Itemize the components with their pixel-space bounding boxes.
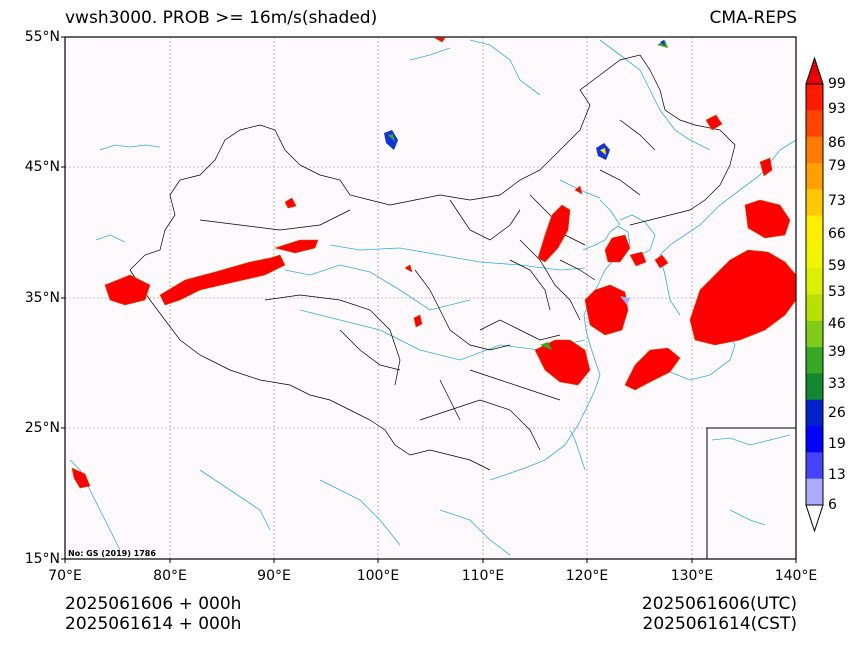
lat-label-35: 35°N bbox=[24, 290, 60, 306]
colorbar-label: 46 bbox=[828, 316, 846, 332]
shade-bohai bbox=[604, 234, 631, 263]
shade-north-china bbox=[537, 204, 571, 263]
borders bbox=[129, 54, 736, 471]
shade-west bbox=[159, 254, 286, 306]
colorbar-segment bbox=[806, 426, 823, 453]
map-title: vwsh3000. PROB >= 16m/s(shaded) bbox=[65, 8, 378, 28]
shade-east-china-sea bbox=[624, 347, 681, 391]
lon-label-110: 110°E bbox=[461, 568, 505, 584]
inset-map bbox=[706, 427, 797, 560]
map-approval-number: No: GS (2019) 1786 bbox=[68, 549, 156, 558]
shade-far-west bbox=[104, 274, 151, 306]
init-time-cst: 2025061614 + 000h bbox=[65, 614, 242, 634]
colorbar-label: 99 bbox=[828, 76, 846, 92]
colorbar-label: 26 bbox=[828, 405, 846, 421]
shade-sea-north bbox=[744, 199, 791, 239]
valid-time-utc: 2025061606(UTC) bbox=[641, 594, 797, 614]
colorbar-label: 66 bbox=[828, 226, 846, 242]
colorbar-label: 53 bbox=[828, 284, 846, 300]
colorbar-frame bbox=[805, 83, 824, 506]
lat-label-15: 15°N bbox=[24, 551, 60, 567]
colorbar-segment bbox=[806, 478, 823, 506]
lon-label-100: 100°E bbox=[356, 568, 400, 584]
lat-label-55: 55°N bbox=[24, 29, 60, 45]
footer-right: 2025061606(UTC) 2025061614(CST) bbox=[642, 594, 797, 634]
colorbar-under-arrow bbox=[805, 504, 824, 533]
colorbar-label: 79 bbox=[828, 158, 846, 174]
shade-west-2 bbox=[273, 239, 319, 254]
colorbar-label: 39 bbox=[828, 344, 846, 360]
colorbar-segment bbox=[806, 215, 823, 243]
colorbar-segment bbox=[806, 136, 823, 164]
colorbar-segment bbox=[806, 110, 823, 138]
lat-label-25: 25°N bbox=[24, 420, 60, 436]
colorbar-label: 13 bbox=[828, 467, 846, 483]
lon-label-80: 80°E bbox=[153, 568, 187, 584]
colorbar-segment bbox=[806, 268, 823, 295]
shade-yellow-sea bbox=[584, 284, 629, 336]
colorbar-segment bbox=[806, 320, 823, 348]
colorbar-label: 93 bbox=[828, 101, 846, 117]
colorbar-label: 19 bbox=[828, 436, 846, 452]
colorbar-over-arrow bbox=[805, 56, 824, 85]
colorbar-segment bbox=[806, 241, 823, 269]
lon-label-90: 90°E bbox=[257, 568, 291, 584]
colorbar-label: 86 bbox=[828, 135, 846, 151]
coastlines bbox=[69, 39, 797, 556]
shaded-areas bbox=[71, 37, 797, 489]
lat-label-45: 45°N bbox=[24, 159, 60, 175]
valid-time-cst: 2025061614(CST) bbox=[642, 614, 797, 634]
colorbar-segment bbox=[806, 84, 823, 111]
colorbar-segment bbox=[806, 162, 823, 190]
shade-east-china bbox=[534, 339, 591, 386]
lon-label-140: 140°E bbox=[774, 568, 818, 584]
lon-label-130: 130°E bbox=[670, 568, 714, 584]
low-prob-patches bbox=[384, 40, 668, 350]
colorbar-label: 33 bbox=[828, 376, 846, 392]
colorbar-segment bbox=[806, 452, 823, 480]
init-time-utc: 2025061606 + 000h bbox=[65, 594, 242, 614]
colorbar-segment bbox=[806, 373, 823, 401]
colorbar-label: 6 bbox=[828, 497, 837, 513]
lon-label-70: 70°E bbox=[48, 568, 82, 584]
colorbar-segment bbox=[806, 399, 823, 427]
model-name: CMA-REPS bbox=[709, 8, 797, 28]
colorbar bbox=[805, 56, 824, 533]
colorbar-label: 73 bbox=[828, 193, 846, 209]
footer-left: 2025061606 + 000h 2025061614 + 000h bbox=[65, 594, 241, 634]
colorbar-label: 59 bbox=[828, 258, 846, 274]
lon-label-120: 120°E bbox=[565, 568, 609, 584]
colorbar-segment bbox=[806, 294, 823, 322]
colorbar-segment bbox=[806, 189, 823, 217]
colorbar-segment bbox=[806, 347, 823, 374]
shade-south-asia bbox=[71, 467, 91, 489]
tick-marks bbox=[61, 36, 797, 563]
